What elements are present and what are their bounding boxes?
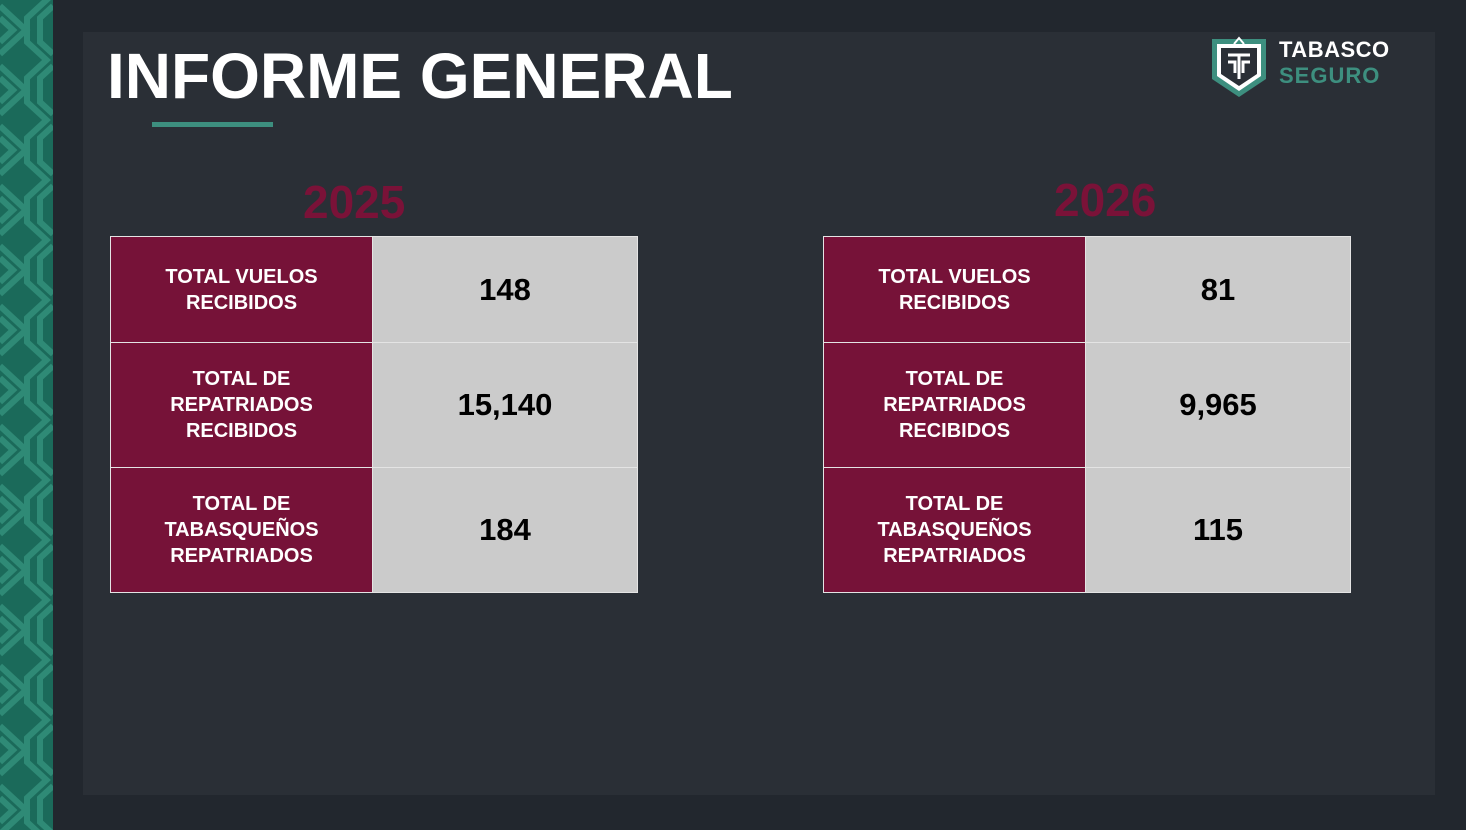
year-heading-2025: 2025 [303, 176, 406, 228]
decorative-pattern-strip [0, 0, 53, 830]
row-label: TOTAL VUELOS RECIBIDOS [824, 237, 1086, 342]
table-row: TOTAL DE TABASQUEÑOS REPATRIADOS 184 [111, 468, 637, 592]
row-label: TOTAL DE REPATRIADOS RECIBIDOS [111, 343, 373, 467]
greek-fret-pattern-icon [0, 0, 53, 830]
table-row: TOTAL DE REPATRIADOS RECIBIDOS 9,965 [824, 343, 1350, 468]
table-row: TOTAL VUELOS RECIBIDOS 81 [824, 237, 1350, 343]
tabasco-seguro-logo: TABASCO SEGURO [1208, 35, 1408, 103]
row-label: TOTAL VUELOS RECIBIDOS [111, 237, 373, 342]
row-label: TOTAL DE REPATRIADOS RECIBIDOS [824, 343, 1086, 467]
row-value: 184 [373, 468, 637, 592]
table-row: TOTAL DE TABASQUEÑOS REPATRIADOS 115 [824, 468, 1350, 592]
page-title: INFORME GENERAL [107, 40, 733, 112]
year-heading-2026: 2026 [1054, 174, 1157, 226]
logo-line-tabasco: TABASCO [1279, 37, 1390, 62]
row-value: 115 [1086, 468, 1350, 592]
row-value: 15,140 [373, 343, 637, 467]
shield-emblem-icon [1212, 36, 1266, 97]
row-value: 148 [373, 237, 637, 342]
stats-table-2026: TOTAL VUELOS RECIBIDOS 81 TOTAL DE REPAT… [823, 236, 1351, 593]
row-label: TOTAL DE TABASQUEÑOS REPATRIADOS [824, 468, 1086, 592]
table-row: TOTAL VUELOS RECIBIDOS 148 [111, 237, 637, 343]
row-value: 81 [1086, 237, 1350, 342]
stats-table-2025: TOTAL VUELOS RECIBIDOS 148 TOTAL DE REPA… [110, 236, 638, 593]
row-label: TOTAL DE TABASQUEÑOS REPATRIADOS [111, 468, 373, 592]
logo-text: TABASCO SEGURO [1279, 37, 1390, 89]
title-underline [152, 122, 273, 127]
row-value: 9,965 [1086, 343, 1350, 467]
logo-line-seguro: SEGURO [1279, 63, 1381, 88]
table-row: TOTAL DE REPATRIADOS RECIBIDOS 15,140 [111, 343, 637, 468]
